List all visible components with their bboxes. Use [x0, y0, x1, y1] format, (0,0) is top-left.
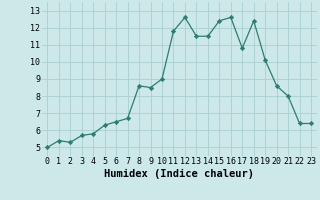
X-axis label: Humidex (Indice chaleur): Humidex (Indice chaleur)	[104, 169, 254, 179]
